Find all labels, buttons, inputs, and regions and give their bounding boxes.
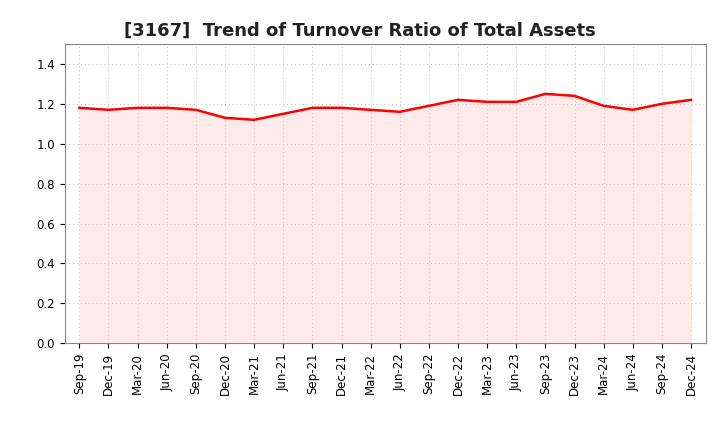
Text: [3167]  Trend of Turnover Ratio of Total Assets: [3167] Trend of Turnover Ratio of Total …: [124, 22, 596, 40]
